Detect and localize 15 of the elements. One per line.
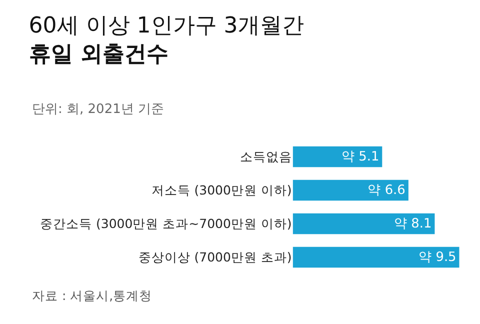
y-tick-label: 소득없음 [240, 149, 292, 164]
data-label: 약 9.5 [418, 250, 456, 265]
bar [292, 246, 460, 268]
bar [292, 213, 435, 234]
text: 자료 : 서울시,통계청 [32, 288, 152, 303]
text: 단위: 회, 2021년 기준 [32, 102, 164, 117]
y-tick-label: 중상이상 (7000만원 초과) [138, 250, 292, 265]
data-label: 약 6.6 [368, 182, 406, 198]
bar [292, 146, 382, 168]
data-label: 약 5.1 [342, 149, 380, 164]
y-tick-label: 저소득 (3000만원 이하) [151, 182, 292, 198]
data-label: 약 8.1 [394, 216, 432, 232]
chart-title: 60세 이상 1인가구 3개월간 휴일 외출건수 [28, 13, 304, 67]
y-tick-label: 중간소득 (3000만원 초과~7000만원 이하) [40, 216, 292, 232]
bar [292, 180, 408, 201]
